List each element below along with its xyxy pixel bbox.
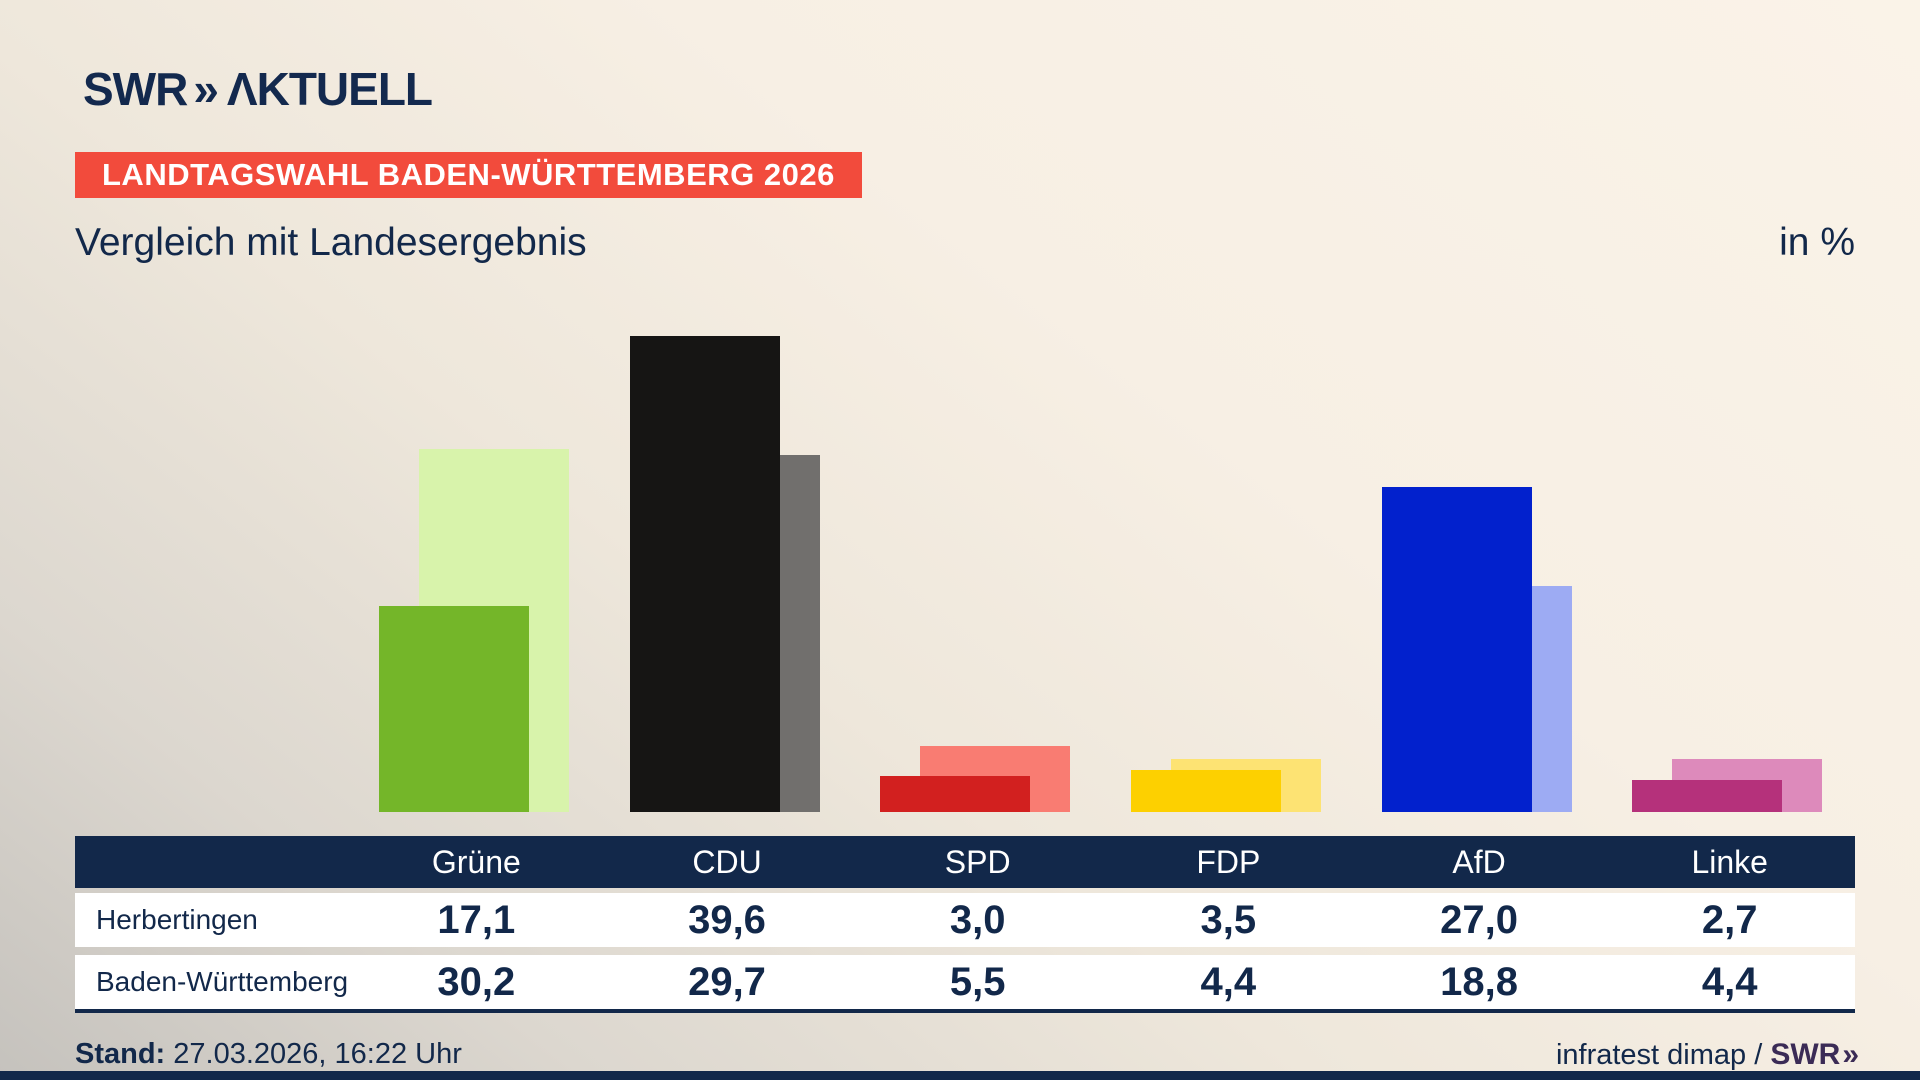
swr-footer-logo-text: SWR — [1770, 1038, 1841, 1071]
column-header-afd: AfD — [1452, 843, 1506, 880]
swr-aktuell-logo: SWR» ΛKTUELL — [83, 62, 433, 116]
value-herbertingen-cdu: 39,6 — [688, 897, 766, 942]
value-herbertingen-afd: 27,0 — [1440, 897, 1518, 942]
bar-chart — [351, 330, 1855, 812]
bar-herbertingen-cdu — [629, 336, 780, 812]
table-row-baden-wuerttemberg: Baden-Württemberg 30,2 29,7 5,5 4,4 18,8 4,4 — [75, 955, 1855, 1013]
bar-group-afd — [1354, 330, 1605, 812]
footer-chevrons-icon: » — [1842, 1038, 1859, 1071]
value-baden-württemberg-grüne: 30,2 — [437, 959, 516, 1004]
bar-group-grüne — [351, 330, 602, 812]
column-header-spd: SPD — [944, 843, 1011, 880]
source-credit: infratest dimap / SWR» — [1555, 1038, 1859, 1072]
value-herbertingen-grüne: 17,1 — [437, 897, 516, 942]
column-header-linke: Linke — [1691, 843, 1768, 880]
bar-group-cdu — [602, 330, 853, 812]
value-herbertingen-fdp: 3,5 — [1200, 897, 1257, 942]
bar-herbertingen-fdp — [1131, 770, 1282, 812]
stand-label: Stand: — [75, 1038, 166, 1070]
stand-value: 27.03.2026, 16:22 Uhr — [165, 1038, 462, 1070]
stand-timestamp: Stand: 27.03.2026, 16:22 Uhr — [75, 1038, 462, 1071]
bar-group-fdp — [1103, 330, 1354, 812]
bar-herbertingen-afd — [1381, 487, 1532, 812]
row-label: Baden-Württemberg — [96, 966, 349, 997]
chevrons-icon: » — [193, 63, 218, 115]
value-baden-württemberg-cdu: 29,7 — [688, 959, 766, 1004]
column-header-grüne: Grüne — [431, 843, 521, 880]
value-baden-württemberg-linke: 4,4 — [1701, 959, 1758, 1004]
column-header-fdp: FDP — [1196, 843, 1261, 880]
bar-group-spd — [852, 330, 1103, 812]
bar-group-linke — [1604, 330, 1855, 812]
value-herbertingen-linke: 2,7 — [1701, 897, 1758, 942]
column-header-cdu: CDU — [692, 843, 762, 880]
page-title: Vergleich mit Landesergebnis — [75, 221, 587, 264]
aktuell-logo-text: ΛKTUELL — [226, 63, 433, 115]
bar-herbertingen-spd — [880, 776, 1031, 812]
bar-herbertingen-linke — [1632, 780, 1783, 812]
bottom-accent-bar — [0, 1071, 1920, 1080]
table-header-row: Grüne CDU SPD FDP AfD Linke — [75, 836, 1855, 888]
swr-footer-logo: SWR» — [1770, 1038, 1859, 1071]
value-herbertingen-spd: 3,0 — [949, 897, 1006, 942]
bar-herbertingen-grüne — [379, 606, 529, 812]
unit-label: in % — [1779, 221, 1855, 264]
election-banner: LANDTAGSWAHL BADEN-WÜRTTEMBERG 2026 — [75, 152, 862, 198]
results-table: Grüne CDU SPD FDP AfD Linke Herbertingen 17,1 3… — [75, 836, 1855, 1013]
source-text: infratest dimap / — [1555, 1039, 1771, 1071]
value-baden-württemberg-spd: 5,5 — [949, 959, 1006, 1004]
row-label: Herbertingen — [96, 904, 258, 935]
table-row-herbertingen: Herbertingen 17,1 39,6 3,0 3,5 27,0 2,7 — [75, 893, 1855, 947]
value-baden-württemberg-fdp: 4,4 — [1200, 959, 1257, 1004]
swr-logo-text: SWR — [83, 63, 188, 115]
value-baden-württemberg-afd: 18,8 — [1440, 959, 1518, 1004]
